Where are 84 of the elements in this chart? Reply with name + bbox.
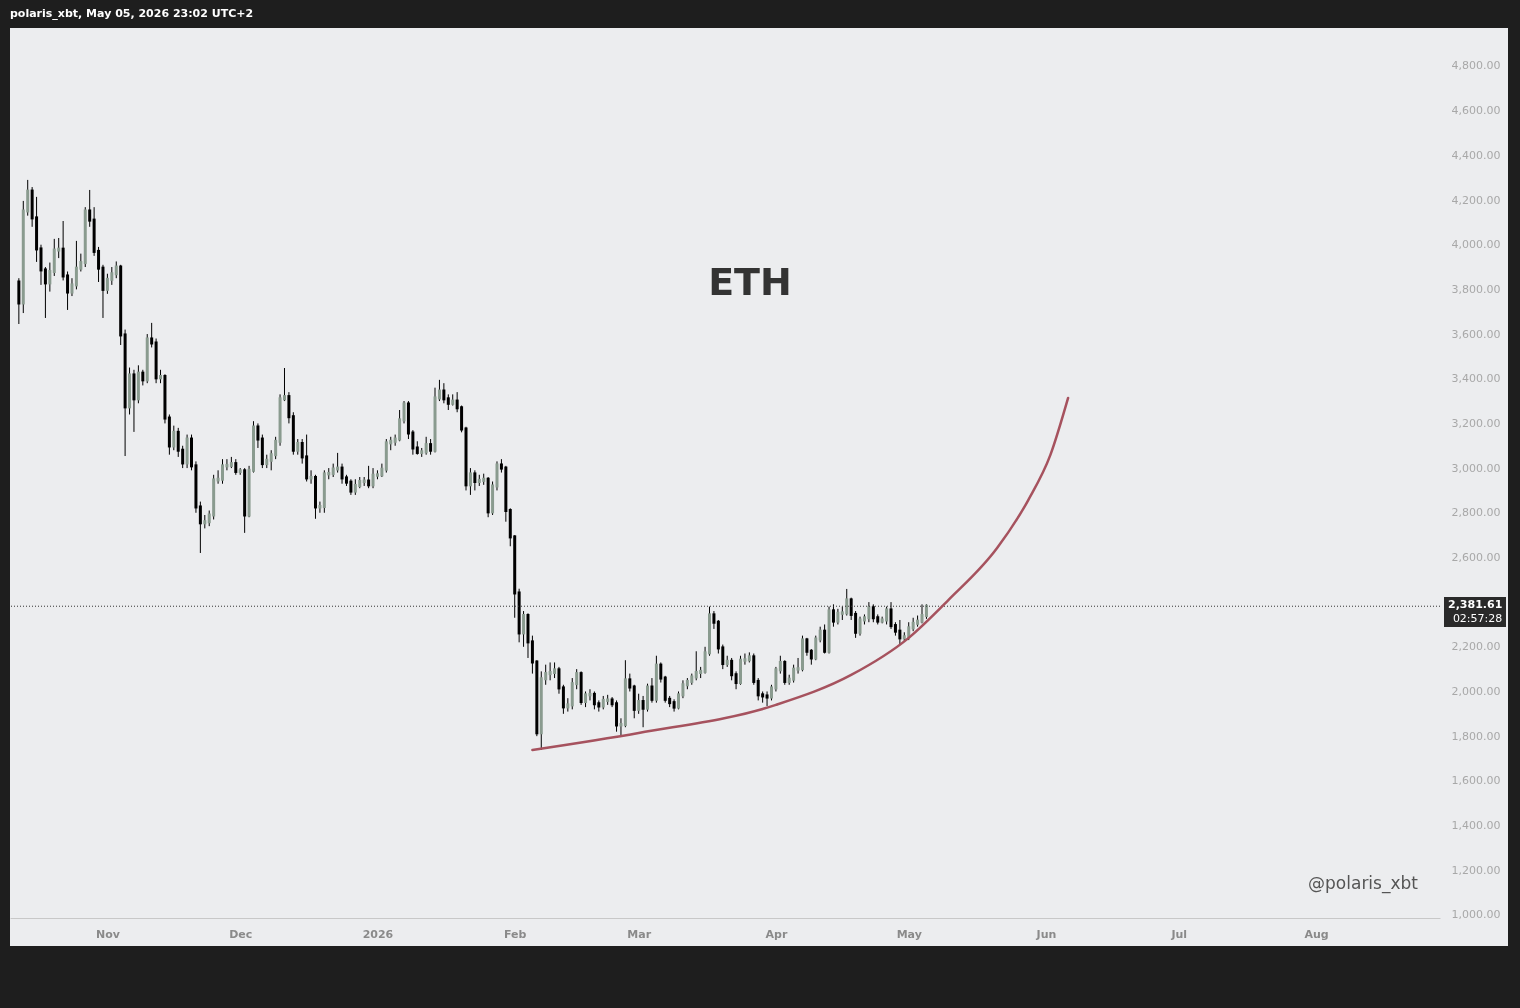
- candlestick: [17, 277, 21, 325]
- candlestick: [340, 463, 344, 485]
- candlestick: [557, 666, 561, 695]
- y-tick-label: 1,000.00: [1451, 908, 1501, 922]
- x-tick-label: Apr: [765, 927, 788, 941]
- text: 02:57:28: [1451, 612, 1503, 627]
- candlestick: [548, 661, 552, 681]
- y-tick-label: 3,600.00: [1451, 327, 1501, 341]
- y-tick-label: 3,800.00: [1451, 282, 1501, 296]
- x-tick-label: Feb: [504, 927, 527, 941]
- y-tick-label: 1,200.00: [1451, 863, 1501, 877]
- candlestick: [167, 413, 171, 456]
- candlestick: [88, 189, 92, 228]
- candlestick: [504, 465, 508, 523]
- x-tick-label: May: [896, 927, 922, 941]
- y-tick-label: 2,000.00: [1451, 684, 1501, 698]
- candlestick: [473, 469, 477, 491]
- candlestick: [123, 329, 127, 457]
- candlestick: [783, 659, 787, 686]
- candlestick: [659, 661, 663, 684]
- y-tick-label: 2,200.00: [1451, 640, 1501, 654]
- candlestick: [823, 623, 827, 654]
- candlestick: [756, 677, 760, 701]
- ref-line-label: 2,381.61: [1448, 598, 1503, 613]
- annotation: @polaris_xbt: [1308, 873, 1419, 894]
- candlestick: [663, 675, 667, 704]
- candlestick: [650, 677, 654, 704]
- candlestick: [752, 653, 756, 686]
- candlestick: [486, 476, 490, 518]
- y-tick-label: 1,400.00: [1451, 819, 1501, 833]
- candlestick: [287, 391, 291, 424]
- candlestick: [579, 670, 583, 706]
- candlestick: [243, 467, 247, 534]
- text: polaris_xbt, May 05, 2026 23:02 UTC+2: [10, 7, 254, 20]
- y-tick-label: 1,800.00: [1451, 729, 1501, 743]
- x-tick-label: Jun: [1035, 927, 1057, 941]
- x-tick-label: Jul: [1170, 927, 1188, 941]
- candlestick: [336, 452, 340, 474]
- line-series: [531, 396, 1070, 752]
- y-tick-label: 4,000.00: [1451, 238, 1501, 252]
- candlestick: [898, 619, 902, 646]
- candlestick: [198, 501, 202, 554]
- x-tick-label: Aug: [1304, 927, 1329, 941]
- y-tick-label: 3,200.00: [1451, 416, 1501, 430]
- candlestick: [150, 322, 154, 348]
- candlestick: [831, 603, 835, 628]
- y-tick-label: 3,000.00: [1451, 461, 1501, 475]
- candlestick: [442, 382, 446, 404]
- y-tick-label: 4,600.00: [1451, 104, 1501, 118]
- x-tick-label: 2026: [362, 927, 394, 941]
- y-tick-label: 4,400.00: [1451, 148, 1501, 162]
- y-tick-label: 1,600.00: [1451, 774, 1501, 788]
- x-tick-label: Dec: [229, 927, 253, 941]
- candlestick: [132, 369, 136, 433]
- candlestick: [615, 699, 619, 733]
- y-tick-label: 4,200.00: [1451, 193, 1501, 207]
- candlestick: [517, 588, 521, 643]
- candlestick: [43, 266, 47, 319]
- candlestick: [256, 422, 260, 449]
- candlestick: [765, 690, 769, 707]
- candlestick: [313, 474, 317, 520]
- y-tick-label: 4,800.00: [1451, 59, 1501, 73]
- y-tick-label: 3,400.00: [1451, 372, 1501, 386]
- candlestick: [561, 684, 565, 715]
- x-tick-label: Nov: [95, 927, 121, 941]
- candlestick: [641, 695, 645, 728]
- candlestick: [154, 338, 158, 384]
- candlestick: [889, 601, 893, 630]
- y-tick-label: 2,800.00: [1451, 506, 1501, 520]
- candlestick: [694, 650, 698, 681]
- candlestick: [291, 411, 295, 456]
- candlestick: [632, 684, 636, 719]
- candlestick: [163, 373, 167, 424]
- x-tick-label: Mar: [627, 927, 652, 941]
- candlestick: [730, 657, 734, 681]
- candlestick: [305, 434, 309, 482]
- candlestick: [526, 612, 530, 659]
- candlestick: [588, 688, 592, 701]
- candlestick: [367, 465, 371, 489]
- candlestick: [119, 264, 123, 346]
- y-tick-label: 2,600.00: [1451, 550, 1501, 564]
- candlestick: [464, 426, 468, 491]
- candlestick: [260, 434, 264, 469]
- text: ETH: [708, 260, 792, 304]
